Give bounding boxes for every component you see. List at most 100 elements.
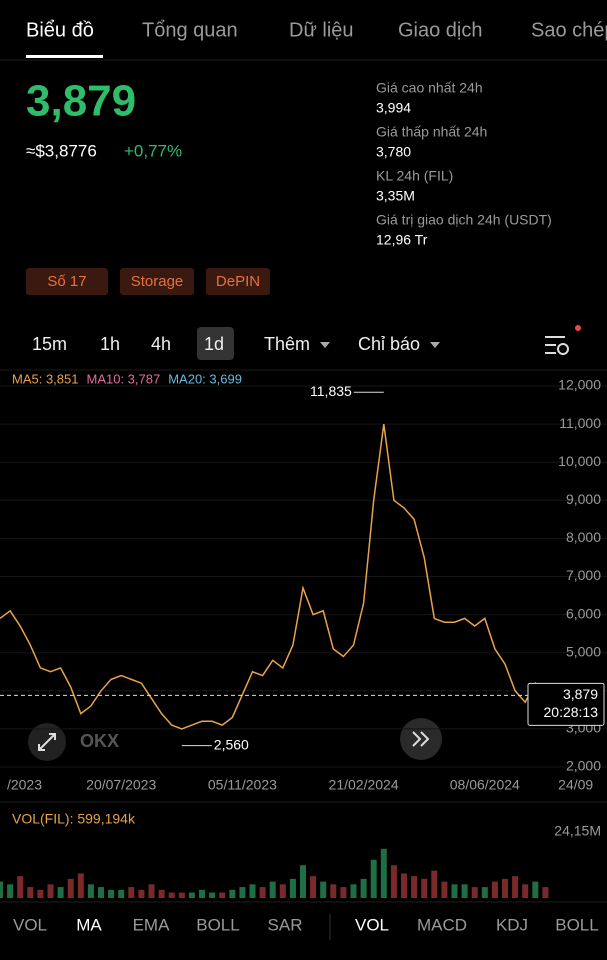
volume-bar bbox=[461, 884, 468, 898]
price-line bbox=[0, 424, 546, 730]
current-price-box bbox=[527, 682, 605, 726]
indicator[interactable]: MACD bbox=[417, 915, 467, 934]
indicator[interactable]: SAR bbox=[268, 915, 303, 934]
tag[interactable]: Số 17 bbox=[47, 273, 86, 290]
indicator[interactable]: KDJ bbox=[496, 915, 528, 934]
tab[interactable]: Giao dịch bbox=[398, 19, 483, 41]
expand-button[interactable] bbox=[28, 723, 66, 761]
volume-bar bbox=[300, 865, 306, 898]
volume-bar bbox=[188, 892, 195, 898]
volume-bar bbox=[57, 887, 64, 898]
settings-icon[interactable] bbox=[545, 325, 581, 355]
volume-bar bbox=[87, 884, 94, 898]
volume-bar bbox=[481, 887, 488, 898]
volume-bar bbox=[471, 887, 478, 898]
volume-bar bbox=[269, 881, 276, 898]
volume-bar bbox=[77, 873, 84, 898]
tab[interactable]: Dữ liệu bbox=[289, 19, 354, 41]
indicator[interactable]: VOL bbox=[355, 915, 389, 934]
ma-legend: MA20: 3,699 bbox=[168, 371, 242, 386]
y-tick-label: 12,000 bbox=[558, 377, 601, 393]
volume-bar bbox=[370, 859, 377, 898]
dropdown-caret bbox=[320, 342, 330, 348]
volume-bar bbox=[168, 892, 175, 898]
volume-bar bbox=[128, 887, 135, 898]
volume-bar bbox=[7, 884, 14, 898]
indicator[interactable]: BOLL bbox=[555, 915, 598, 934]
tab[interactable]: Sao chép bbox=[531, 19, 607, 41]
volume-bar bbox=[209, 892, 216, 898]
y-tick-label: 8,000 bbox=[566, 529, 601, 545]
dropdown-caret bbox=[430, 342, 440, 348]
tag-box[interactable] bbox=[206, 268, 270, 295]
volume-bar bbox=[229, 889, 236, 898]
volume-bar bbox=[502, 878, 508, 898]
volume-bar bbox=[27, 887, 34, 898]
stat-value: 3,35M bbox=[376, 188, 415, 204]
interval[interactable]: 1d bbox=[204, 334, 224, 354]
volume-bar bbox=[0, 881, 3, 898]
tag-box[interactable] bbox=[26, 268, 108, 295]
volume-bar bbox=[138, 889, 145, 898]
price: 3,879 bbox=[26, 77, 136, 126]
y-tick-label: 10,000 bbox=[558, 453, 601, 469]
scroll-latest-button[interactable] bbox=[400, 718, 442, 760]
change: +0,77% bbox=[124, 141, 182, 160]
stat-label: KL 24h (FIL) bbox=[376, 168, 453, 184]
volume-bar bbox=[249, 884, 256, 898]
y-tick-label: 9,000 bbox=[566, 491, 601, 507]
x-tick-label: 20/07/2023 bbox=[86, 777, 156, 793]
x-tick-label: 21/02/2024 bbox=[329, 777, 399, 793]
usd-price: ≈$3,8776 bbox=[26, 141, 97, 160]
indicator[interactable]: VOL bbox=[13, 915, 47, 934]
volume-bar bbox=[542, 887, 549, 898]
tab[interactable]: Biểu đồ bbox=[26, 19, 94, 41]
tag-box[interactable] bbox=[120, 268, 194, 295]
x-tick-label: 05/11/2023 bbox=[208, 777, 277, 793]
indicator[interactable]: MA bbox=[76, 915, 102, 934]
volume-bar bbox=[148, 884, 155, 898]
volume-bar bbox=[330, 884, 337, 898]
volume-bar bbox=[522, 884, 529, 898]
stat-value: 12,96 Tr bbox=[376, 232, 428, 248]
y-tick-label: 7,000 bbox=[566, 567, 601, 583]
volume-bar bbox=[411, 876, 418, 898]
tag[interactable]: Storage bbox=[131, 273, 184, 290]
y-tick-label: 5,000 bbox=[566, 643, 601, 659]
indicator[interactable]: EMA bbox=[133, 915, 171, 934]
volume-bar bbox=[289, 878, 296, 898]
volume-bar bbox=[401, 873, 407, 898]
interval[interactable]: 1h bbox=[100, 334, 120, 354]
volume-bar bbox=[320, 881, 327, 898]
volume-bar bbox=[219, 892, 226, 898]
current-price: 3,879 bbox=[563, 686, 598, 702]
interval[interactable]: 4h bbox=[151, 334, 171, 354]
y-tick-label: 6,000 bbox=[566, 605, 601, 621]
y-tick-label: 2,000 bbox=[566, 758, 601, 774]
y-tick-label: 11,000 bbox=[559, 415, 601, 431]
interval[interactable]: Chỉ báo bbox=[358, 334, 420, 354]
volume-bar bbox=[451, 884, 458, 898]
volume-bar bbox=[310, 876, 317, 898]
indicator[interactable]: BOLL bbox=[196, 915, 239, 934]
volume-bar bbox=[340, 887, 347, 898]
volume-bar bbox=[512, 876, 519, 898]
volume-bar bbox=[259, 887, 266, 898]
countdown: 20:28:13 bbox=[544, 704, 599, 720]
volume-bar bbox=[360, 878, 367, 898]
tag[interactable]: DePIN bbox=[216, 273, 260, 290]
interval[interactable]: 15m bbox=[32, 334, 67, 354]
interval[interactable]: Thêm bbox=[264, 334, 310, 354]
x-tick-label: /2023 bbox=[7, 777, 42, 793]
volume-bar bbox=[390, 865, 397, 898]
high-label: 11,835 bbox=[310, 383, 352, 399]
stat-label: Giá trị giao dịch 24h (USDT) bbox=[376, 212, 552, 228]
volume-bar bbox=[421, 878, 428, 898]
volume-bar bbox=[199, 889, 205, 898]
volume-bar bbox=[380, 848, 387, 898]
volume-bar bbox=[67, 878, 74, 898]
tab[interactable]: Tổng quan bbox=[142, 19, 238, 41]
